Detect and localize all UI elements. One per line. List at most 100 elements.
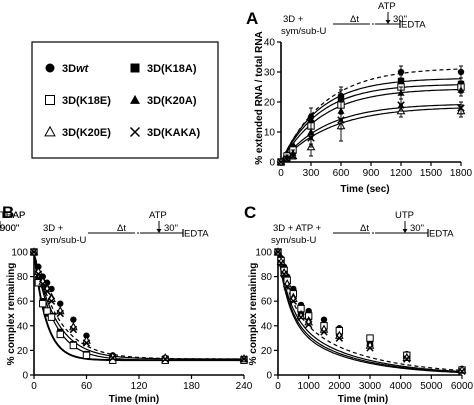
point-KAKA-9-shape [366, 344, 374, 352]
point-wt-7-shape [320, 316, 328, 323]
scheme-addition-arrowhead [156, 229, 162, 233]
point-KAKA-6-shape [457, 104, 465, 112]
point-wt-7 [83, 332, 90, 339]
legend-item-2: 3D(K18E) [45, 95, 111, 107]
point-wt-5-shape [57, 300, 64, 307]
point-KAKA-0-shape [277, 158, 285, 166]
legend-label-2-main: 3D(K18E) [62, 95, 111, 107]
panel-a-xlabel: Time (sec) [340, 184, 389, 195]
point-KAKA-3-shape [307, 134, 315, 142]
y-tick-label-0: 0 [266, 371, 272, 382]
panel-c-plot: 0 1000 2000 3000 4000 5000 6000 0 20 40 60 80 100 [255, 247, 474, 392]
x-tick-label-5: 1500 [420, 168, 443, 179]
x-tick-label-2: 120 [131, 381, 148, 392]
point-K18E-7 [82, 351, 91, 360]
x-tick-label-1: 1000 [298, 381, 321, 392]
x-tick-label-4: 1200 [390, 168, 413, 179]
legend-label-4: 3D(K20E) [62, 127, 111, 139]
point-K20A-5-shape [397, 89, 405, 96]
point-KAKA-6-shape [304, 320, 313, 329]
legend-label-1: 3D(K18A) [147, 63, 197, 75]
y-tick-label-1: 20 [261, 346, 273, 357]
legend-marker-0 [45, 63, 55, 73]
point-KAKA-1-shape [34, 270, 43, 278]
scheme-left-top: 3D + [283, 14, 304, 25]
series-K18A [277, 74, 465, 166]
point-KAKA-5-shape [297, 313, 305, 321]
point-KAKA-6-shape [69, 325, 78, 334]
point-KAKA-2 [280, 270, 288, 278]
x-tick-label-0: 0 [275, 381, 281, 392]
legend-marker-3 [130, 94, 140, 104]
point-KAKA-4-shape [47, 297, 56, 305]
legend-item-0: 3Dwt [45, 63, 90, 75]
legend-marker-2 [45, 95, 55, 105]
legend-item-4: 3D(K20E) [44, 125, 111, 139]
panel-b: B 3D +sym/sub-U TRAP 900" Δt ATP 30" EDTA 0 60 1… [0, 203, 253, 405]
point-K18E-5 [56, 330, 64, 339]
point-KAKA-5 [297, 313, 305, 321]
point-K18E-4-shape [47, 313, 56, 321]
point-wt-7 [320, 316, 328, 323]
fit-curve-wt [33, 251, 244, 360]
scheme-stop: EDTA [401, 20, 426, 31]
point-wt-5 [397, 68, 405, 76]
panel-b-ylabel: % complex remaining [6, 263, 17, 366]
point-KAKA-0 [277, 158, 285, 166]
scheme-addition-label: ATP [378, 1, 396, 12]
y-tick-label-4: 40 [264, 38, 276, 49]
point-K18E-4 [47, 313, 56, 321]
x-tick-label-2: 600 [333, 168, 350, 179]
legend-items: 3Dwt 3D(K18A) 3D(K18E) 3D(K20A) 3D(K20E) 3D(K… [44, 63, 201, 139]
legend-marker-2-shape [45, 95, 55, 105]
y-tick-label-2: 40 [261, 321, 273, 332]
series-K18A [30, 248, 248, 363]
point-KAKA-7 [320, 328, 328, 336]
legend-label-2: 3D(K18E) [62, 95, 111, 107]
point-K18E-3 [43, 307, 51, 315]
point-KAKA-0 [30, 248, 38, 256]
scheme-stop: EDTA [184, 229, 209, 240]
legend-frame [31, 41, 219, 159]
scheme-left-top: 3D + [43, 223, 64, 234]
y-tick-label-4: 80 [17, 272, 29, 283]
legend-item-3: 3D(K20A) [130, 94, 197, 107]
point-KAKA-8 [335, 334, 344, 342]
y-tick-label-4: 80 [261, 272, 273, 283]
point-KAKA-0-shape [30, 248, 38, 256]
point-wt-6-shape [70, 316, 77, 323]
point-KAKA-8-shape [335, 334, 344, 342]
legend-label-5: 3D(KAKA) [147, 127, 201, 139]
panel-b-scheme: 3D +sym/sub-U TRAP 900" Δt ATP 30" EDTA [0, 210, 209, 246]
point-KAKA-3-shape [283, 282, 291, 291]
point-KAKA-9 [161, 355, 169, 363]
point-KAKA-2 [289, 152, 297, 160]
x-tick-label-0: 0 [278, 168, 284, 179]
x-tick-label-0: 0 [31, 381, 37, 392]
point-wt-6-shape [457, 68, 465, 76]
legend-label-0-italic: wt [76, 63, 90, 75]
point-KAKA-7 [82, 339, 91, 347]
point-KAKA-10 [240, 355, 248, 363]
scheme-trap-label: TRAP [0, 210, 25, 221]
legend-label-5-main: 3D(KAKA) [147, 127, 201, 139]
point-K18E-3-shape [43, 307, 51, 315]
fit-curve-wt [277, 251, 463, 372]
axes [280, 42, 461, 163]
x-tick-label-5: 5000 [420, 381, 443, 392]
legend-label-1-main: 3D(K18A) [147, 63, 197, 75]
scheme-left-bottom: sym/sub-U [41, 235, 87, 246]
point-K18E-2 [39, 299, 47, 308]
point-K18E-5-shape [56, 330, 64, 339]
panel-b-plot: 0 60 120 180 240 0 20 40 60 80 100 [11, 247, 253, 392]
point-KAKA-9-shape [161, 355, 169, 363]
axes [33, 252, 244, 376]
y-tick-label-5: 100 [11, 248, 28, 259]
series-wt [30, 248, 248, 363]
legend: 3Dwt 3D(K18A) 3D(K18E) 3D(K20A) 3D(K20E) 3D(K… [31, 41, 219, 159]
panel-b-xlabel: Time (min) [109, 394, 159, 405]
point-K20A-6 [457, 86, 465, 93]
scheme-delay: Δt [117, 223, 126, 234]
